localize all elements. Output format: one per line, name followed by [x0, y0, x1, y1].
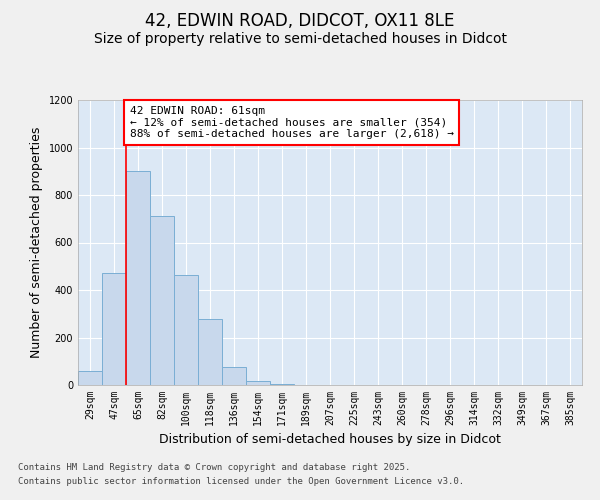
Bar	[102, 274, 126, 385]
Bar	[198, 318, 222, 385]
Text: 42 EDWIN ROAD: 61sqm
← 12% of semi-detached houses are smaller (354)
88% of semi: 42 EDWIN ROAD: 61sqm ← 12% of semi-detac…	[130, 106, 454, 139]
Bar	[78, 371, 102, 385]
Bar	[126, 171, 150, 385]
X-axis label: Distribution of semi-detached houses by size in Didcot: Distribution of semi-detached houses by …	[159, 434, 501, 446]
Text: Size of property relative to semi-detached houses in Didcot: Size of property relative to semi-detach…	[94, 32, 506, 46]
Text: 42, EDWIN ROAD, DIDCOT, OX11 8LE: 42, EDWIN ROAD, DIDCOT, OX11 8LE	[145, 12, 455, 30]
Text: Contains HM Land Registry data © Crown copyright and database right 2025.: Contains HM Land Registry data © Crown c…	[18, 462, 410, 471]
Bar	[174, 274, 198, 385]
Y-axis label: Number of semi-detached properties: Number of semi-detached properties	[30, 127, 43, 358]
Bar	[270, 384, 294, 385]
Bar	[222, 367, 246, 385]
Text: Contains public sector information licensed under the Open Government Licence v3: Contains public sector information licen…	[18, 478, 464, 486]
Bar	[246, 382, 270, 385]
Bar	[150, 216, 174, 385]
